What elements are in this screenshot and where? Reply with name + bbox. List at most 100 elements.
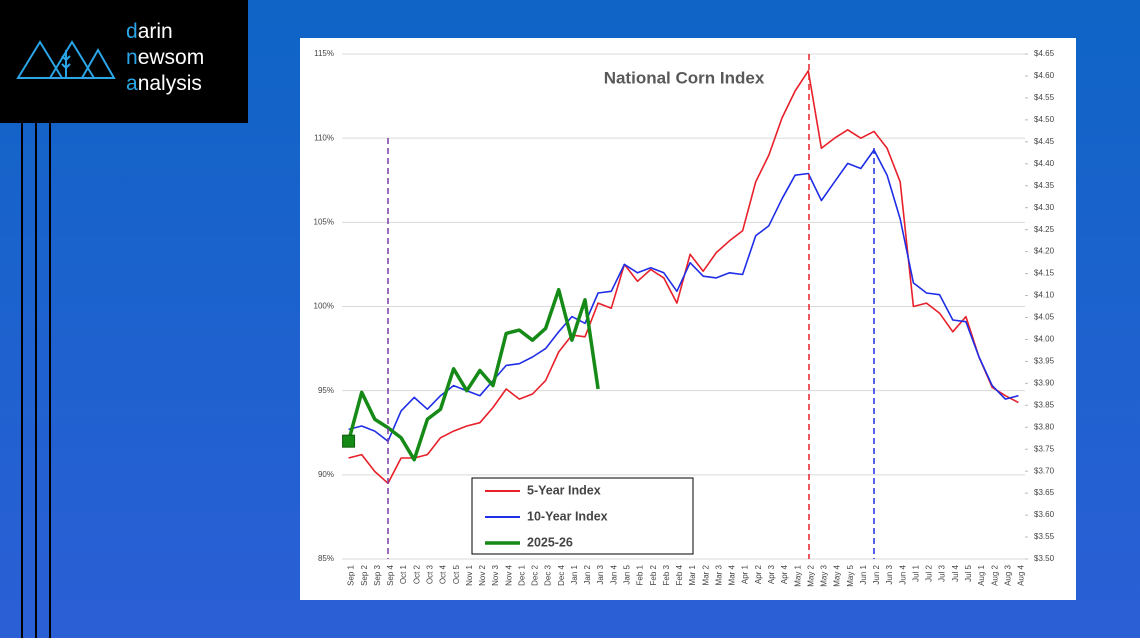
x-tick-label: Sep 1 [347,564,356,585]
x-tick-label: Sep 3 [373,564,382,585]
x-tick-label: Jul 2 [925,564,934,581]
x-tick-label: Jun 1 [859,564,868,584]
y-tick-label: 95% [318,386,334,395]
y2-tick-label: $3.65 [1034,488,1055,497]
y2-tick-label: $4.65 [1034,49,1055,58]
logo-box [0,0,248,123]
y2-tick-label: $4.50 [1034,115,1055,124]
x-tick-label: Mar 4 [728,564,737,585]
y-tick-label: 85% [318,554,334,563]
x-tick-label: May 1 [793,564,802,586]
x-tick-label: Nov 2 [478,564,487,585]
y2-tick-label: $3.80 [1034,422,1055,431]
x-tick-label: May 3 [820,564,829,586]
logo-icon [16,40,116,79]
x-tick-label: Oct 1 [399,564,408,584]
x-tick-label: Oct 2 [412,564,421,584]
x-tick-label: Feb 2 [649,564,658,585]
x-tick-label: May 4 [833,564,842,586]
x-tick-label: Apr 1 [741,564,750,584]
x-tick-label: Oct 4 [439,564,448,584]
x-tick-label: May 2 [806,564,815,586]
y2-tick-label: $4.55 [1034,93,1055,102]
x-tick-label: May 5 [846,564,855,586]
x-tick-label: Dec 1 [517,564,526,585]
x-tick-label: Jul 4 [951,564,960,581]
y2-tick-label: $3.55 [1034,532,1055,541]
x-tick-label: Apr 4 [780,564,789,584]
x-tick-label: Dec 3 [544,564,553,585]
x-tick-label: Mar 3 [714,564,723,585]
x-tick-label: Nov 1 [465,564,474,585]
y-tick-label: 110% [314,133,334,142]
x-tick-label: Nov 3 [491,564,500,585]
x-tick-label: Jan 3 [596,564,605,584]
y2-tick-label: $3.50 [1034,554,1055,563]
y2-tick-label: $4.05 [1034,313,1055,322]
x-tick-label: Jul 1 [911,564,920,581]
y2-tick-label: $4.00 [1034,335,1055,344]
y2-tick-label: $3.95 [1034,357,1055,366]
x-tick-label: Nov 4 [504,564,513,585]
legend-label: 5-Year Index [527,483,601,497]
series-line [346,287,600,462]
x-tick-label: Mar 2 [701,564,710,585]
y2-tick-label: $3.60 [1034,510,1055,519]
x-tick-label: Jul 3 [938,564,947,581]
y-tick-label: 100% [314,302,334,311]
y-tick-label: 105% [314,217,334,226]
y2-tick-label: $4.60 [1034,71,1055,80]
legend-entries: 5-Year Index 10-Year Index 2025-26 [485,483,608,549]
x-tick-label: Jun 2 [872,564,881,584]
x-tick-label: Feb 3 [662,564,671,585]
x-tick-label: Jul 5 [964,564,973,581]
y2-tick-label: $4.35 [1034,181,1055,190]
x-tick-label: Feb 1 [636,564,645,585]
x-tick-label: Apr 2 [754,564,763,584]
x-tick-label: Aug 2 [990,564,999,585]
x-tick-label: Aug 1 [977,564,986,585]
logo-text: darin [126,20,173,43]
x-tick-label: Jun 4 [898,564,907,584]
x-tick-label: Oct 5 [452,564,461,584]
x-tick-label: Oct 3 [425,564,434,584]
chart-title: National Corn Index [604,68,765,87]
y2-tick-label: $3.90 [1034,378,1055,387]
legend-label: 10-Year Index [527,509,608,523]
x-tick-label: Jun 3 [885,564,894,584]
y2-tick-label: $4.15 [1034,269,1055,278]
x-tick-label: Jan 4 [609,564,618,584]
start-marker [342,434,356,448]
logo-text: newsom [126,46,204,69]
x-tick-label: Sep 4 [386,564,395,585]
y2-tick-label: $3.75 [1034,444,1055,453]
y2-tick-label: $4.30 [1034,203,1055,212]
y2-tick-label: $4.40 [1034,159,1055,168]
x-tick-label: Mar 1 [688,564,697,585]
x-tick-label: Aug 4 [1017,564,1026,585]
side-rules [21,123,51,638]
x-tick-label: Sep 2 [360,564,369,585]
y-tick-label: 115% [314,49,334,58]
y-tick-label: 90% [318,470,334,479]
y2-tick-label: $4.25 [1034,225,1055,234]
y2-tick-label: $4.45 [1034,137,1055,146]
y2-tick-label: $3.85 [1034,400,1055,409]
y2-tick-label: $3.70 [1034,466,1055,475]
x-tick-label: Dec 2 [531,564,540,585]
x-tick-label: Apr 3 [767,564,776,584]
legend-label: 2025-26 [527,535,573,549]
x-tick-label: Aug 3 [1003,564,1012,585]
y2-tick-label: $4.10 [1034,291,1055,300]
y2-tick-label: $4.20 [1034,247,1055,256]
plot: 85% 90% 95% 100% 105% 110% 115% $3.50 $3.55 $3.60… [314,49,1055,587]
x-tick-label: Feb 4 [675,564,684,585]
x-tick-label: Jan 1 [570,564,579,584]
logo-text: analysis [126,72,202,95]
x-tick-label: Jan 5 [623,564,632,584]
series-line [348,149,1019,442]
x-tick-label: Jan 2 [583,564,592,584]
x-tick-label: Dec 4 [557,564,566,585]
